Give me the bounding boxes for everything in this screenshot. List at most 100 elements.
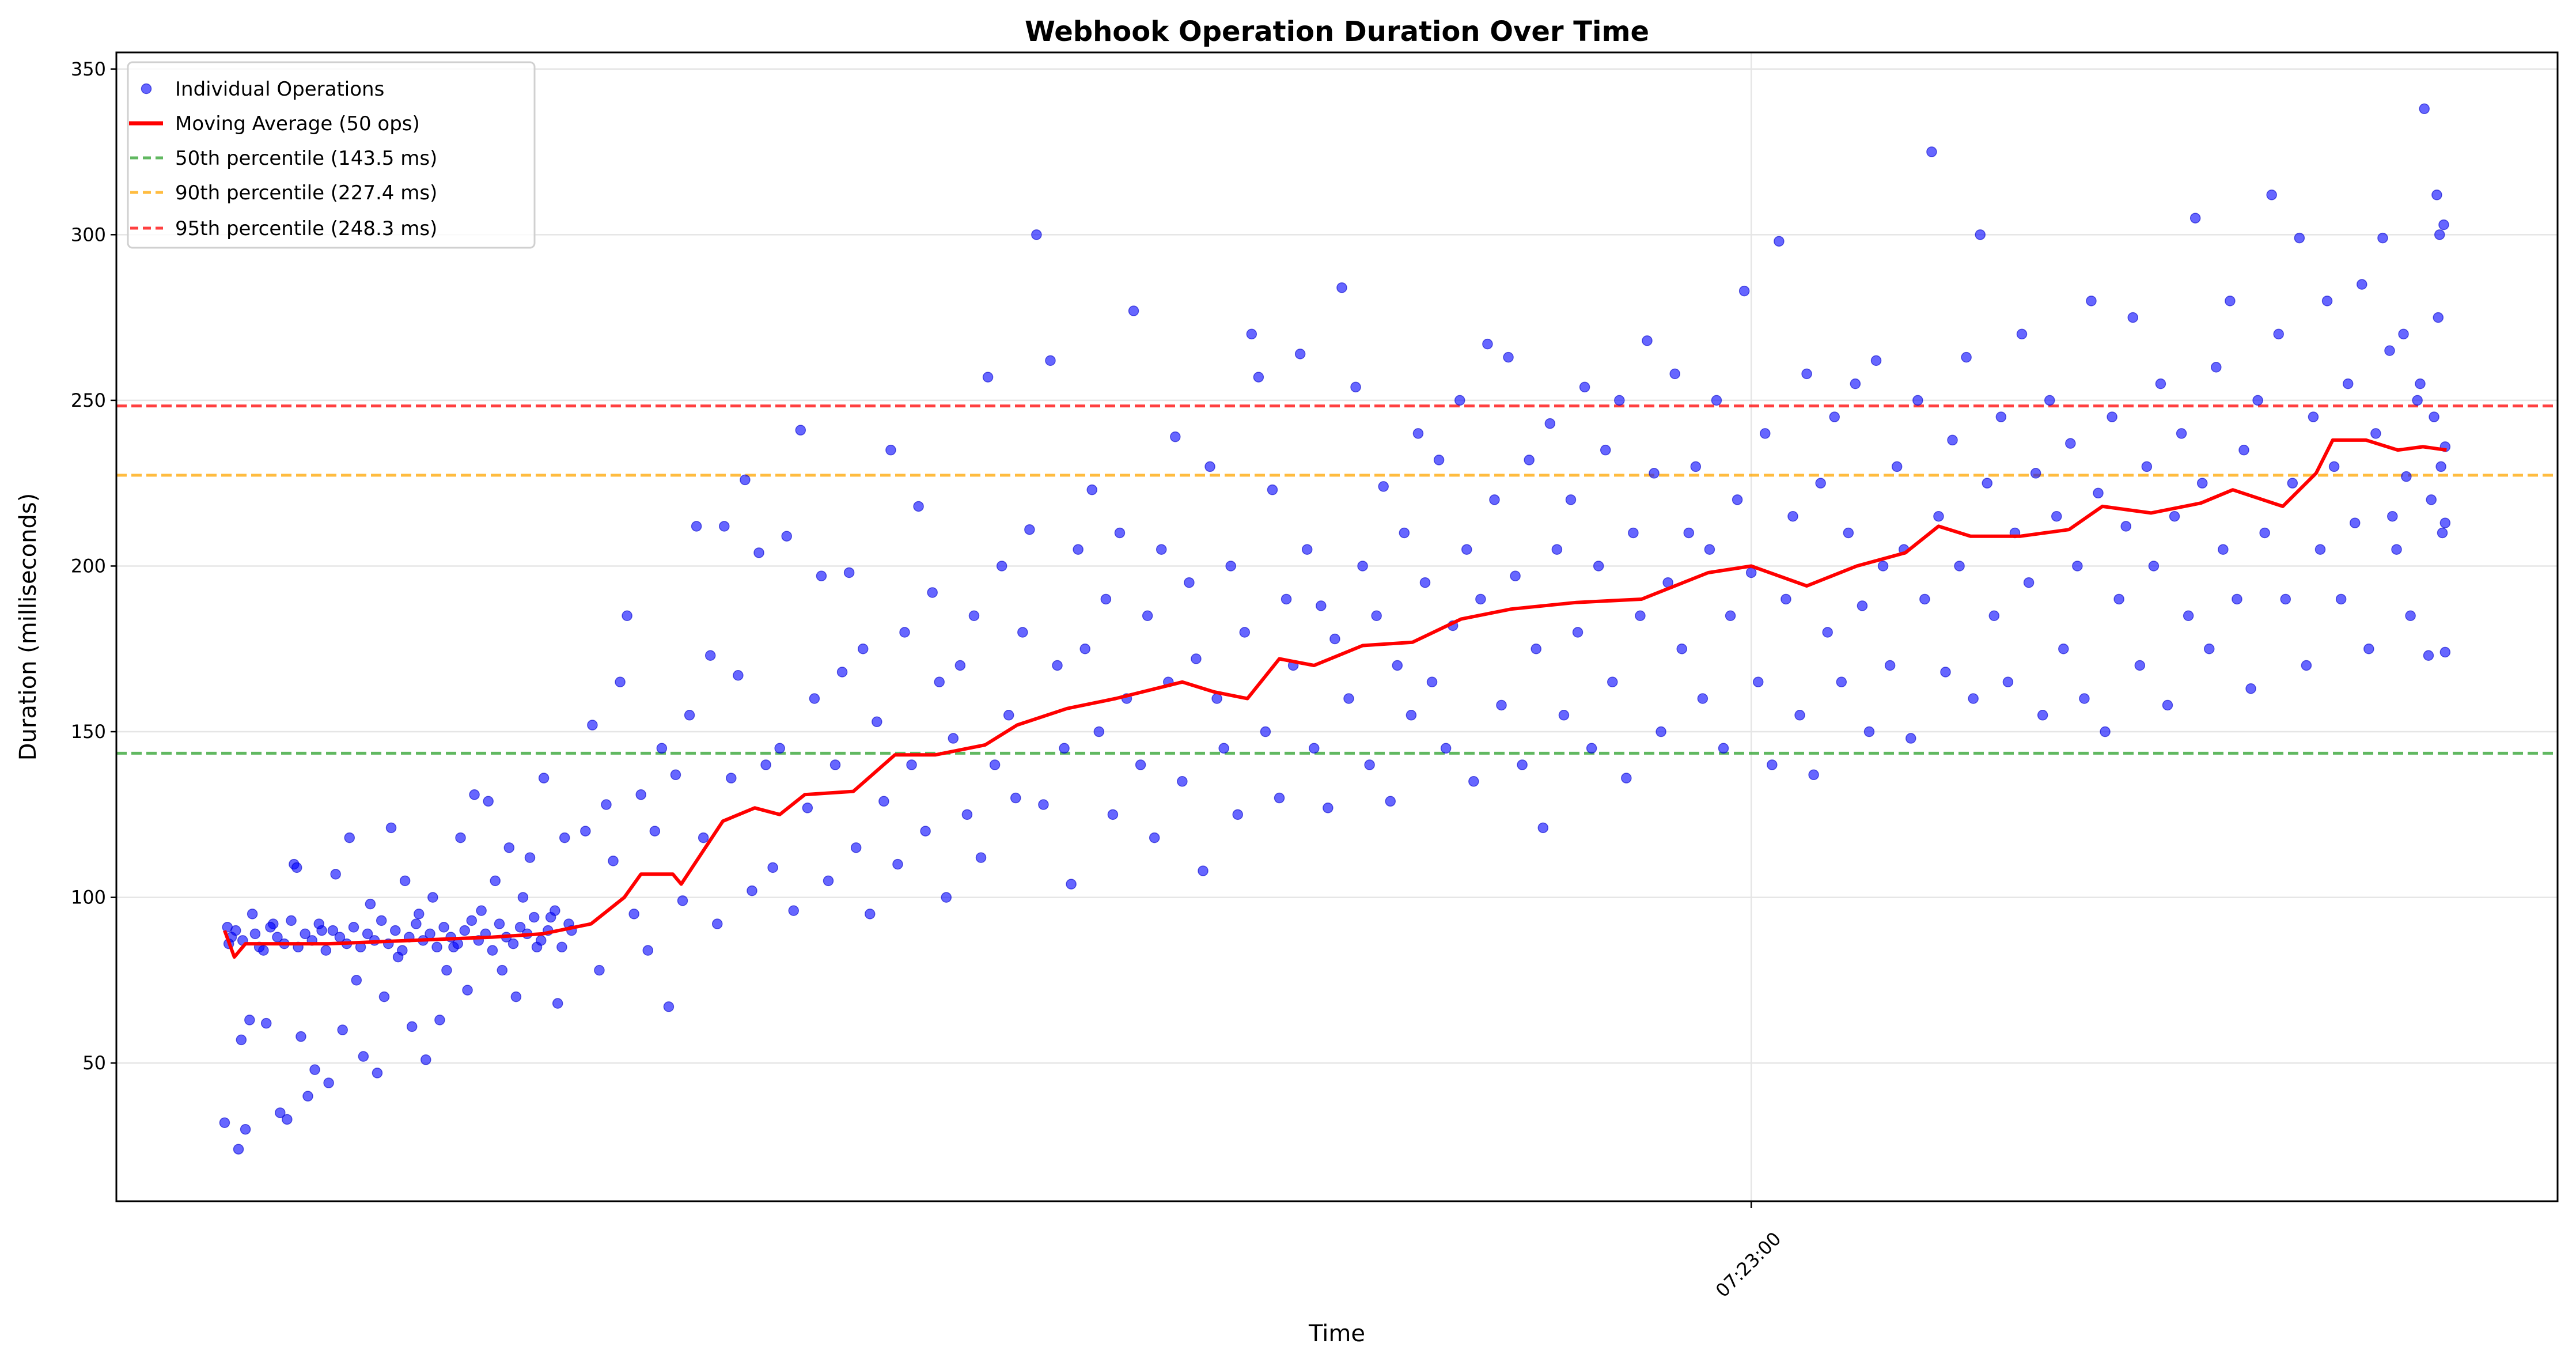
y-tick-label: 150: [71, 721, 106, 743]
data-point: [1614, 395, 1625, 406]
data-point: [1461, 544, 1472, 555]
data-point: [1954, 561, 1965, 572]
data-point: [291, 862, 302, 873]
data-point: [1572, 627, 1584, 638]
data-point: [1426, 676, 1438, 688]
data-point: [2438, 219, 2449, 230]
data-point: [1877, 561, 1889, 572]
data-point: [1551, 544, 1563, 555]
data-point: [975, 852, 987, 863]
data-point: [816, 570, 827, 581]
data-point: [628, 909, 639, 920]
data-point: [1301, 544, 1313, 555]
data-point: [941, 892, 952, 903]
data-point: [872, 716, 882, 728]
data-point: [1281, 593, 1292, 605]
legend-label: 50th percentile (143.5 ms): [175, 147, 437, 170]
data-point: [538, 773, 550, 784]
data-point: [1919, 593, 1930, 605]
data-point: [795, 425, 806, 436]
data-point: [2218, 544, 2229, 555]
data-point: [704, 650, 716, 661]
data-point: [885, 444, 896, 456]
data-point: [1656, 726, 1666, 737]
data-point: [1767, 759, 1778, 770]
data-point: [1815, 478, 1826, 489]
data-point: [927, 587, 938, 598]
data-point: [913, 501, 924, 512]
data-point: [1870, 355, 1882, 366]
data-point: [677, 895, 688, 906]
data-point: [337, 1024, 348, 1035]
data-point: [1822, 627, 1833, 638]
data-point: [1177, 776, 1188, 787]
data-point: [385, 822, 397, 834]
data-point: [1982, 478, 1993, 489]
data-point: [726, 773, 737, 784]
data-point: [2058, 643, 2069, 654]
data-point: [421, 1054, 431, 1065]
data-point: [1600, 444, 1611, 456]
data-point: [2252, 395, 2263, 406]
data-point: [753, 547, 764, 558]
data-point: [948, 733, 959, 744]
data-point: [1669, 368, 1680, 380]
data-point: [2127, 312, 2138, 323]
data-point: [1496, 699, 1507, 711]
data-point: [1378, 481, 1389, 492]
data-point: [920, 826, 931, 837]
data-point: [1017, 627, 1028, 638]
data-point: [1975, 229, 1986, 240]
data-point: [2134, 660, 2146, 671]
data-point: [691, 521, 702, 532]
data-point: [1995, 411, 2007, 422]
data-point: [2287, 478, 2298, 489]
data-point: [1225, 561, 1236, 572]
data-point: [1718, 743, 1729, 754]
data-point: [1232, 809, 1243, 820]
data-point: [1683, 527, 1695, 539]
data-point: [1059, 743, 1070, 754]
data-point: [1863, 726, 1875, 737]
data-point: [556, 941, 567, 953]
data-point: [1510, 570, 1521, 581]
legend-marker-scatter: [141, 83, 152, 94]
data-point: [2113, 593, 2124, 605]
data-point: [2037, 710, 2048, 721]
data-point: [2176, 428, 2187, 439]
data-point: [1371, 610, 1382, 621]
data-point: [1454, 395, 1465, 406]
data-point: [823, 875, 834, 887]
data-point: [1794, 710, 1805, 721]
data-point: [1947, 434, 1958, 446]
data-point: [1336, 282, 1347, 293]
data-point: [431, 941, 442, 953]
data-point: [1343, 693, 1354, 704]
data-point: [466, 915, 478, 926]
data-point: [1926, 146, 1937, 157]
data-point: [469, 789, 480, 800]
data-point: [240, 1123, 251, 1135]
data-point: [1191, 653, 1202, 664]
data-point: [857, 643, 869, 654]
data-point: [1364, 759, 1375, 770]
data-point: [892, 858, 903, 870]
data-point: [1079, 643, 1090, 654]
chart-title: Webhook Operation Duration Over Time: [1025, 16, 1649, 48]
data-point: [1621, 773, 1632, 784]
legend-box: [127, 61, 536, 249]
data-point: [1156, 544, 1167, 555]
data-point: [601, 799, 612, 810]
data-point: [2328, 461, 2340, 472]
data-point: [843, 567, 855, 578]
data-point: [2030, 468, 2041, 479]
data-point: [559, 832, 570, 843]
data-point: [219, 1117, 230, 1128]
data-point: [2086, 296, 2097, 307]
data-point: [510, 991, 522, 1002]
legend-label: Moving Average (50 ops): [175, 112, 420, 135]
y-tick-label: 50: [82, 1052, 106, 1074]
data-point: [1607, 676, 1618, 688]
data-point: [362, 928, 373, 940]
data-point: [1725, 610, 1736, 621]
